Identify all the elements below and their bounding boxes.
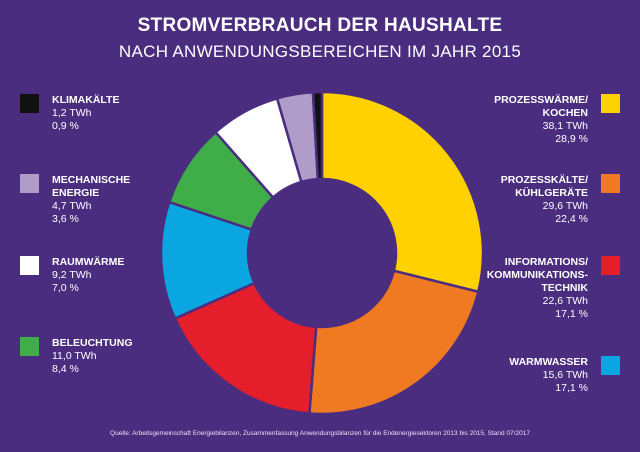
legend-item-klimakaelte: KLIMAKÄLTE 1,2 TWh 0,9 % xyxy=(20,94,120,133)
legend-twh: 15,6 TWh xyxy=(542,369,588,381)
legend-label: MECHANISCHE ENERGIE xyxy=(52,174,131,199)
legend-label: KLIMAKÄLTE xyxy=(52,94,120,106)
donut-slice-7 xyxy=(311,90,324,181)
legend-pct: 0,9 % xyxy=(52,120,79,132)
legend-item-warmwasser: WARMWASSER 15,6 TWh 17,1 % xyxy=(509,356,620,395)
legend-pct: 8,4 % xyxy=(52,363,79,375)
legend-item-raumwaerme: RAUMWÄRME 9,2 TWh 7,0 % xyxy=(20,256,125,295)
source-note: Quelle: Arbeitsgemeinschaft Energiebilan… xyxy=(110,430,530,437)
legend-pct: 22,4 % xyxy=(555,213,588,225)
legend-label: PROZESSWÄRME/ KOCHEN xyxy=(494,94,588,119)
legend-label: INFORMATIONS/ KOMMUNIKATIONS- TECHNIK xyxy=(486,256,588,294)
legend-item-informationstechnik: INFORMATIONS/ KOMMUNIKATIONS- TECHNIK 22… xyxy=(486,256,620,321)
chart-title: STROMVERBRAUCH DER HAUSHALTE xyxy=(137,15,503,36)
legend-twh: 11,0 TWh xyxy=(52,350,97,362)
legend-pct: 28,9 % xyxy=(555,133,588,145)
donut-slice-1 xyxy=(308,269,480,416)
chart-subtitle: NACH ANWENDUNGSBEREICHEN IM JAHR 2015 xyxy=(118,42,522,61)
legend-twh: 1,2 TWh xyxy=(52,107,92,119)
legend-twh: 4,7 TWh xyxy=(52,200,92,212)
legend-swatch xyxy=(601,256,620,275)
legend-twh: 38,1 TWh xyxy=(542,120,588,132)
legend-item-prozesswaerme: PROZESSWÄRME/ KOCHEN 38,1 TWh 28,9 % xyxy=(494,94,620,146)
legend-label: BELEUCHTUNG xyxy=(52,337,133,349)
legend-swatch xyxy=(601,94,620,113)
legend-swatch xyxy=(20,256,39,275)
legend-item-prozesskaelte: PROZESSKÄLTE/ KÜHLGERÄTE 29,6 TWh 22,4 % xyxy=(500,174,620,226)
legend-pct: 7,0 % xyxy=(52,282,79,294)
legend-item-beleuchtung: BELEUCHTUNG 11,0 TWh 8,4 % xyxy=(20,337,133,376)
legend-label: PROZESSKÄLTE/ KÜHLGERÄTE xyxy=(500,174,588,199)
legend-label: WARMWASSER xyxy=(509,356,588,368)
legend-twh: 22,6 TWh xyxy=(542,295,588,307)
legend-swatch xyxy=(20,94,39,113)
legend-swatch xyxy=(601,356,620,375)
legend-swatch xyxy=(20,174,39,193)
legend-pct: 17,1 % xyxy=(555,382,588,394)
donut-slice-0 xyxy=(320,90,485,294)
legend-swatch xyxy=(20,337,39,356)
legend-twh: 9,2 TWh xyxy=(52,269,92,281)
legend-label: RAUMWÄRME xyxy=(52,256,125,268)
legend-item-mechanische-energie: MECHANISCHE ENERGIE 4,7 TWh 3,6 % xyxy=(20,174,131,226)
legend-twh: 29,6 TWh xyxy=(542,200,588,212)
donut-slice-2 xyxy=(173,281,318,415)
legend-swatch xyxy=(601,174,620,193)
legend-pct: 3,6 % xyxy=(52,213,79,225)
legend-pct: 17,1 % xyxy=(555,308,588,320)
